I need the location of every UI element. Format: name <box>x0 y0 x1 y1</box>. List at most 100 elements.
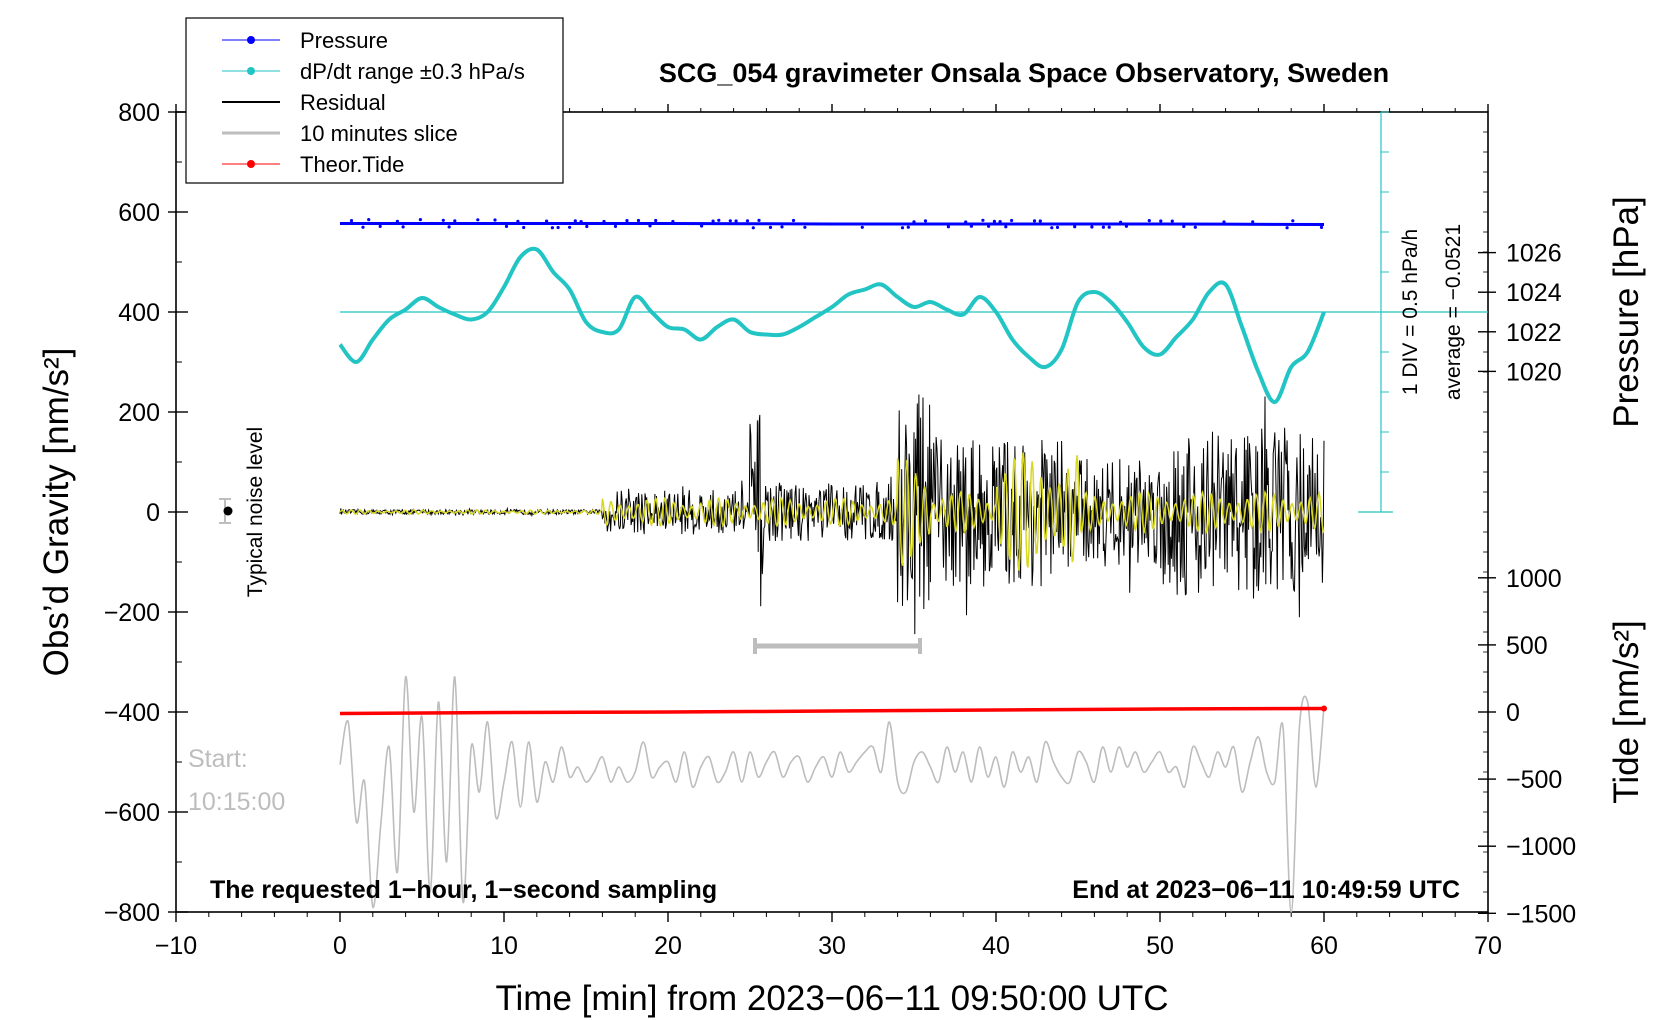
y-tick-label: 0 <box>146 499 160 527</box>
y-axis-label: Obs’d Gravity [nm/s²] <box>37 348 76 677</box>
pressure-point <box>401 225 405 229</box>
pressure-point <box>987 224 991 228</box>
pressure-point <box>998 220 1002 224</box>
tide-tick-label: −1500 <box>1506 900 1576 928</box>
pressure-point <box>585 224 589 229</box>
y-tick-label: 600 <box>118 199 160 227</box>
y-tick-label: −600 <box>104 799 160 827</box>
pressure-tick-label: 1022 <box>1506 319 1562 347</box>
x-axis-ticks: −10 0 10 20 30 40 50 60 70 <box>155 104 1502 960</box>
pressure-point <box>906 225 910 229</box>
y-tick-label: −400 <box>104 699 160 727</box>
pressure-point <box>447 225 451 229</box>
legend-item-tide: Theor.Tide <box>222 152 404 177</box>
pressure-point <box>745 219 750 223</box>
pressure-point <box>1004 225 1008 229</box>
pressure-point <box>803 225 807 229</box>
tide-tick-label: 1000 <box>1506 565 1562 593</box>
tide-tick-label: −500 <box>1506 766 1562 794</box>
pressure-point <box>734 219 738 223</box>
scale-bar-label: 1 DIV = 0.5 hPa/h <box>1399 229 1422 395</box>
pressure-point <box>418 218 422 222</box>
pressure-point <box>493 218 497 222</box>
pressure-point <box>1050 226 1054 230</box>
tide-end-point <box>1321 705 1327 712</box>
pressure-point <box>728 219 732 223</box>
pressure-point <box>1170 219 1174 223</box>
start-label: Start: <box>188 745 248 773</box>
slice-range-marker <box>753 638 922 654</box>
pressure-point <box>1251 220 1255 224</box>
pressure-point <box>516 219 520 223</box>
pressure-point <box>757 218 761 222</box>
pressure-point <box>923 219 928 223</box>
x-tick-label: 50 <box>1146 932 1174 960</box>
pressure-point <box>625 219 629 223</box>
pressure-point <box>900 226 905 230</box>
slice-line <box>339 676 1325 913</box>
y-tick-label: 200 <box>118 399 160 427</box>
noise-marker <box>219 498 233 524</box>
pressure-point <box>964 220 968 224</box>
pressure-point <box>912 220 916 224</box>
y-tick-label: −800 <box>104 899 160 927</box>
legend-item-pressure: Pressure <box>222 28 388 53</box>
tide-line <box>339 706 1325 716</box>
chart-title: SCG_054 gravimeter Onsala Space Observat… <box>659 58 1389 88</box>
pressure-point <box>602 219 606 224</box>
pressure-point <box>1038 219 1042 223</box>
pressure-point <box>860 225 864 229</box>
pressure-point <box>476 218 480 222</box>
pressure-point <box>349 219 354 223</box>
legend-label-tide: Theor.Tide <box>300 152 404 177</box>
x-tick-label: 60 <box>1310 932 1338 960</box>
tide-axis-label: Tide [nm/s²] <box>1607 620 1646 803</box>
pressure-tick-label: 1020 <box>1506 358 1562 386</box>
pressure-point <box>545 219 549 223</box>
pressure-point <box>969 224 974 228</box>
tide-tick-label: −1000 <box>1506 833 1576 861</box>
pressure-point <box>1090 225 1094 229</box>
pressure-point <box>378 224 382 228</box>
legend-box <box>185 17 564 184</box>
x-tick-label: 30 <box>818 932 846 960</box>
pressure-line <box>340 221 1325 226</box>
pressure-point <box>717 218 721 222</box>
y-tick-label: 800 <box>118 99 160 127</box>
pressure-point <box>1319 225 1324 229</box>
pressure-point <box>636 218 641 223</box>
pressure-point <box>613 224 618 228</box>
pressure-point <box>700 224 704 228</box>
x-tick-label: 20 <box>654 932 682 960</box>
pressure-point <box>579 220 583 224</box>
pressure-point <box>654 218 658 223</box>
pressure-point <box>1032 219 1037 223</box>
tide-tick-label: 500 <box>1506 632 1548 660</box>
x-tick-label: 70 <box>1474 932 1502 960</box>
pressure-point <box>395 219 399 223</box>
pressure-point <box>441 218 445 222</box>
legend-label-pressure: Pressure <box>300 28 388 53</box>
pressure-point <box>361 225 365 229</box>
legend-item-residual: Residual <box>222 90 386 115</box>
legend-item-slice: 10 minutes slice <box>222 121 458 146</box>
pressure-point <box>1101 225 1105 229</box>
pressure-point <box>751 226 755 230</box>
pressure-point <box>1055 225 1060 229</box>
right-axis-ticks: 1026 1024 1022 1020 1000 500 0 −500 −1000 −1500 <box>1478 111 1576 928</box>
pressure-point <box>1119 220 1123 224</box>
pressure-axis-label: Pressure [hPa] <box>1607 196 1646 428</box>
pressure-point <box>1285 226 1289 230</box>
x-tick-label: 10 <box>490 932 518 960</box>
footer-right: End at 2023−06−11 10:49:59 UTC <box>1072 876 1460 904</box>
y-tick-label: 400 <box>118 299 160 327</box>
pressure-point <box>780 225 784 229</box>
tide-tick-label: 0 <box>1506 699 1520 727</box>
legend-item-dpdt: dP/dt range ±0.3 hPa/s <box>222 59 525 84</box>
x-tick-label: 0 <box>333 932 347 960</box>
noise-label: Typical noise level <box>244 427 267 597</box>
pressure-point <box>1193 225 1197 229</box>
legend-label-slice: 10 minutes slice <box>300 121 458 146</box>
pressure-point <box>1222 220 1226 224</box>
pressure-point <box>1147 219 1151 223</box>
